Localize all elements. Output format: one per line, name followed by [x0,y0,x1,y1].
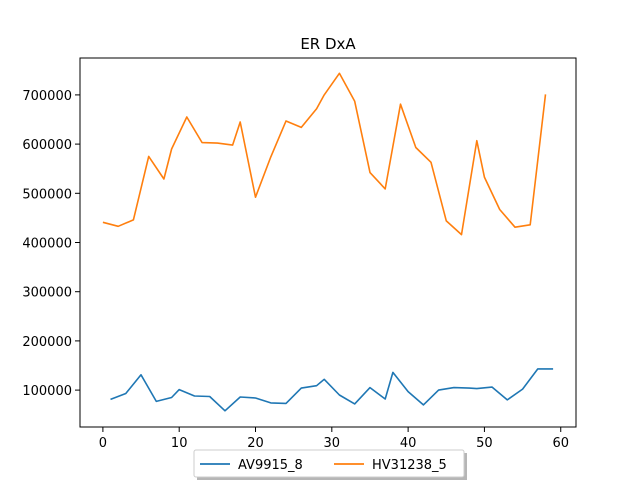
y-tick-label: 400000 [22,237,72,252]
x-tick-label: 50 [476,436,493,451]
x-tick-label: 10 [171,436,188,451]
x-tick-label: 60 [552,436,569,451]
x-tick-label: 0 [99,436,107,451]
y-tick-label: 100000 [22,384,72,399]
legend: AV9915_8 HV31238_5 [193,449,467,480]
y-tick-label: 300000 [22,286,72,301]
axes-frame [79,57,577,428]
series-line-hv31238-5 [102,72,547,236]
legend-box [193,449,465,478]
y-tick-label: 700000 [22,89,72,104]
series-line-av9915-8 [110,368,554,412]
plot-area [102,72,554,412]
legend-label: AV9915_8 [238,458,303,473]
chart-title: ER DxA [300,35,356,53]
x-axis: 0 10 20 30 40 50 60 [99,427,569,451]
x-tick-label: 30 [324,436,341,451]
y-axis: 100000 200000 300000 400000 500000 600000 7000… [22,89,80,399]
y-tick-label: 200000 [22,335,72,350]
y-tick-label: 500000 [22,187,72,202]
x-tick-label: 40 [400,436,417,451]
x-tick-label: 20 [247,436,264,451]
legend-label: HV31238_5 [372,458,447,473]
y-tick-label: 600000 [22,138,72,153]
